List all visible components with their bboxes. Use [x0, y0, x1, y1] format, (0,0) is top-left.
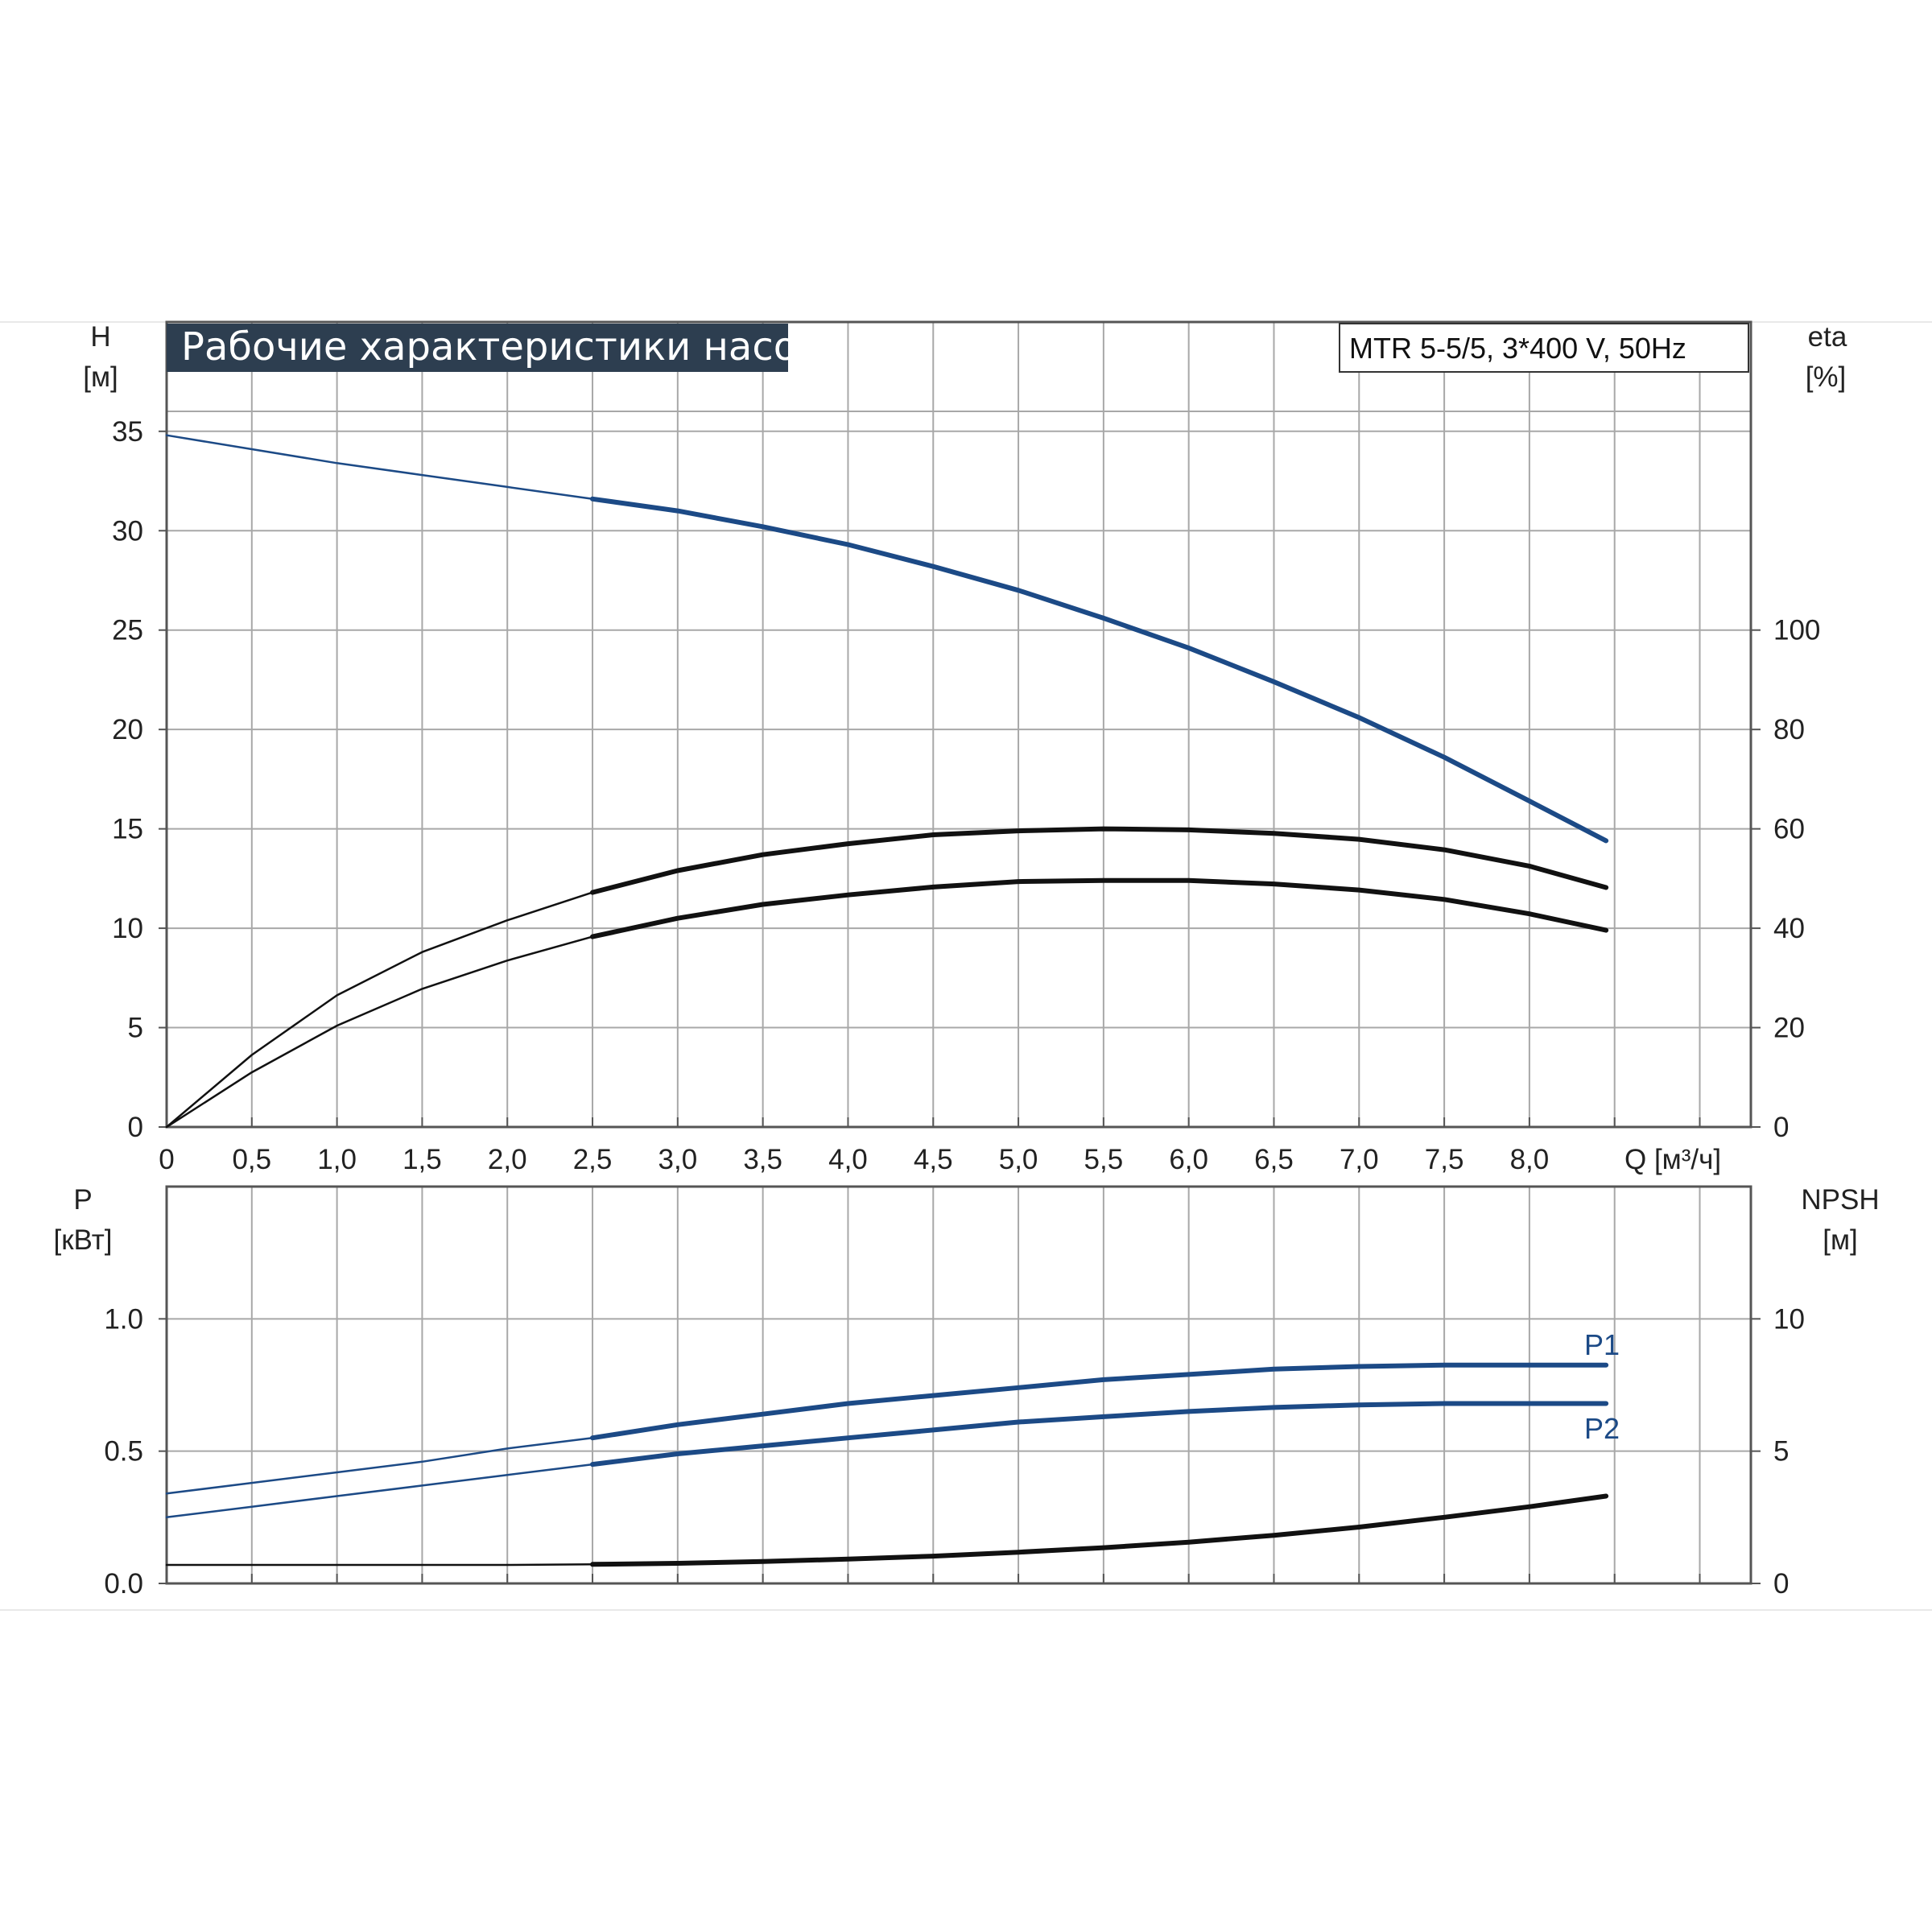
top-x-tick: 4,5 [914, 1144, 953, 1175]
top-y-right-tick: 40 [1773, 913, 1805, 944]
bottom-panel-frame [165, 1185, 1752, 1585]
bottom-y-right-tick: 5 [1773, 1436, 1789, 1468]
bottom-y-left-tick: 1.0 [104, 1303, 143, 1335]
top-y-left-tick: 0 [128, 1112, 143, 1143]
bottom-left-axis-unit: [кВт] [54, 1224, 113, 1256]
top-y-right-tick: 60 [1773, 814, 1805, 845]
top-y-left-tick: 10 [112, 913, 143, 944]
top-x-tick: 1,0 [317, 1144, 357, 1175]
title-background [167, 324, 788, 372]
top-y-left-tick: 25 [112, 615, 143, 646]
top-x-tick: 6,0 [1169, 1144, 1208, 1175]
bottom-y-right-tick: 10 [1773, 1303, 1805, 1335]
bottom-y-left-tick: 0.5 [104, 1436, 143, 1468]
top-x-tick: 3,0 [658, 1144, 698, 1175]
series-h-line-thin [165, 434, 594, 501]
top-x-tick: 4,0 [828, 1144, 868, 1175]
top-x-tick: 5,5 [1084, 1144, 1124, 1175]
top-panel-series [165, 434, 1609, 1129]
series-p1-line [590, 1362, 1609, 1441]
top-x-tick: 1,5 [402, 1144, 442, 1175]
top-right-axis-label: eta [1808, 321, 1847, 353]
top-x-tick: 8,0 [1510, 1144, 1550, 1175]
top-y-right-tick: 20 [1773, 1013, 1805, 1044]
top-panel-ticks: 0 5 10 15 20 25 30 35 0 20 40 60 80 100 0 0,5 1,0 1,5 2,0 2… [112, 416, 1820, 1175]
series-eta-lower-line [590, 877, 1609, 939]
top-x-tick: 5,0 [999, 1144, 1038, 1175]
bottom-panel-ticks: 0.0 0.5 1.0 0 5 10 [104, 1303, 1805, 1600]
series-label-p1: P1 [1584, 1328, 1620, 1361]
top-y-right-tick: 100 [1773, 615, 1820, 646]
top-x-tick: 3,5 [743, 1144, 782, 1175]
bottom-y-left-tick: 0.0 [104, 1568, 143, 1600]
series-p2-line [590, 1401, 1609, 1468]
top-x-tick: 0 [159, 1144, 174, 1175]
bottom-right-axis-label: NPSH [1801, 1184, 1879, 1216]
model-label: MTR 5-5/5, 3*400 V, 50Hz [1349, 332, 1686, 365]
top-panel-grid [167, 322, 1751, 1128]
series-eta-upper-line [590, 826, 1609, 895]
top-y-right-tick: 0 [1773, 1112, 1789, 1143]
top-x-tick: 2,5 [573, 1144, 613, 1175]
bottom-right-axis-unit: [м] [1823, 1224, 1858, 1256]
top-x-tick: 0,5 [232, 1144, 271, 1175]
top-y-right-tick: 80 [1773, 714, 1805, 745]
bottom-panel-grid [167, 1187, 1751, 1584]
top-y-left-tick: 5 [128, 1013, 143, 1044]
top-y-left-tick: 30 [112, 515, 143, 547]
series-p1-line-thin [165, 1436, 594, 1495]
top-x-tick: 6,5 [1254, 1144, 1294, 1175]
bottom-panel-series [165, 1362, 1609, 1567]
series-p2-line-thin [165, 1463, 594, 1519]
top-x-tick: 2,0 [488, 1144, 527, 1175]
series-npsh-line [590, 1493, 1609, 1567]
top-left-axis-unit: [м] [83, 361, 118, 393]
top-x-tick: 7,5 [1425, 1144, 1464, 1175]
model-box [1339, 323, 1749, 373]
x-axis-label: Q [м³/ч] [1624, 1144, 1721, 1175]
series-eta-upper-line-thin [165, 891, 594, 1129]
series-npsh-line-thin [165, 1563, 594, 1567]
top-y-left-tick: 15 [112, 814, 143, 845]
series-eta-lower-line-thin [165, 935, 594, 1129]
top-left-axis-label: H [90, 321, 110, 353]
top-panel-frame [165, 320, 1752, 1129]
top-x-tick: 7,0 [1340, 1144, 1379, 1175]
top-y-left-tick: 20 [112, 714, 143, 745]
top-y-left-tick: 35 [112, 416, 143, 448]
top-right-axis-unit: [%] [1806, 361, 1847, 393]
chart-title: Рабочие характеристики насоса [181, 324, 842, 369]
series-h-line [590, 496, 1609, 844]
series-label-p2: P2 [1584, 1412, 1620, 1445]
bottom-left-axis-label: P [73, 1184, 92, 1216]
bottom-y-right-tick: 0 [1773, 1568, 1789, 1600]
